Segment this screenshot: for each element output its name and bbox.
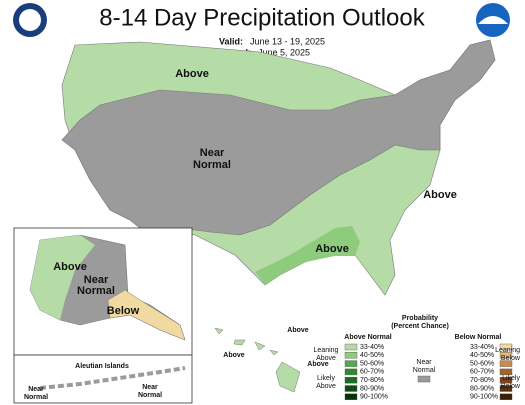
legend-likely-above: Likely	[317, 375, 335, 382]
legend-bin-label: 80-90%	[470, 385, 494, 392]
aleutian-label: Near	[28, 386, 44, 393]
legend-swatch	[499, 393, 513, 400]
hawaii-label: Above	[287, 327, 309, 334]
aleutian-label: Normal	[24, 394, 48, 401]
legend-swatch	[499, 343, 513, 351]
legend-swatch	[499, 385, 513, 392]
hawaii-islands	[214, 327, 301, 393]
legend-near-label: Normal	[413, 367, 436, 374]
legend-swatch	[499, 377, 513, 384]
aleutian-label: Near	[142, 384, 158, 391]
conus-above-40	[255, 226, 360, 285]
region-label: Above	[315, 243, 349, 255]
hawaii-label: Above	[223, 352, 245, 359]
doc-logo-inner	[19, 9, 41, 31]
alaska-label: Near	[84, 274, 109, 286]
legend-bin-label: 60-70%	[360, 369, 384, 376]
legend-bin-label: 40-50%	[360, 352, 384, 359]
title: 8-14 Day Precipitation Outlook	[99, 4, 426, 31]
legend-bin-label: 70-80%	[360, 377, 384, 384]
legend-bin-label: 33-40%	[470, 344, 494, 351]
valid: June 13 - 19, 2025	[250, 36, 325, 46]
aleutian-label: Normal	[138, 392, 162, 399]
region-label: Above	[175, 68, 209, 80]
legend-swatch	[344, 343, 358, 351]
noaa-logo-gull	[478, 16, 508, 24]
issued: June 5, 2025	[258, 47, 310, 57]
alaska-label: Below	[107, 305, 140, 317]
legend-swatch	[499, 368, 513, 376]
legend-bin-label: 70-80%	[470, 377, 494, 384]
legend-title: (Percent Chance)	[391, 323, 449, 330]
legend-swatch	[344, 360, 358, 367]
legend-likely-above: Above	[316, 383, 336, 390]
legend-near-label: Near	[416, 359, 432, 366]
legend-bin-label: 50-60%	[360, 360, 384, 367]
legend-below-header: Below Normal	[455, 334, 502, 341]
legend-swatch	[344, 385, 358, 392]
legend-title: Probability	[402, 315, 438, 322]
valid-label: Valid:	[219, 36, 243, 46]
region-label: Near	[200, 147, 225, 159]
legend-swatch	[344, 393, 358, 400]
legend-bin-label: 90-100%	[470, 394, 498, 401]
legend-bin-label: 33-40%	[360, 344, 384, 351]
legend-leaning-above: Above	[316, 355, 336, 362]
legend-bin-label: 80-90%	[360, 385, 384, 392]
legend-bin-label: 60-70%	[470, 369, 494, 376]
legend-bin-label: 50-60%	[470, 360, 494, 367]
legend-swatch	[344, 377, 358, 384]
legend-leaning-below: Leaning	[495, 347, 520, 354]
legend-swatch	[344, 368, 358, 376]
legend-above-header: Above Normal	[344, 334, 392, 341]
alaska-label: Normal	[77, 285, 115, 297]
legend-leaning-below: Below	[501, 355, 521, 362]
aleutian-inset	[13, 354, 193, 404]
legend-swatch	[499, 352, 513, 359]
legend-bin-label: 40-50%	[470, 352, 494, 359]
legend-bin-label: 90-100%	[360, 394, 388, 401]
legend-swatch	[499, 360, 513, 367]
legend-leaning-above: Leaning	[314, 347, 339, 354]
region-label: Above	[423, 189, 457, 201]
aleutian-title: Aleutian Islands	[75, 363, 129, 370]
aleutian-islands	[39, 366, 186, 390]
hawaii-label: Above	[307, 361, 329, 368]
legend-likely-below: Below	[501, 383, 521, 390]
legend-swatch	[417, 375, 431, 383]
legend-swatch	[344, 352, 358, 359]
region-label: Normal	[193, 159, 231, 171]
legend-likely-below: Likely	[502, 375, 520, 382]
alaska-above	[30, 235, 95, 320]
alaska-label: Above	[53, 261, 87, 273]
alaska-below	[107, 289, 186, 341]
